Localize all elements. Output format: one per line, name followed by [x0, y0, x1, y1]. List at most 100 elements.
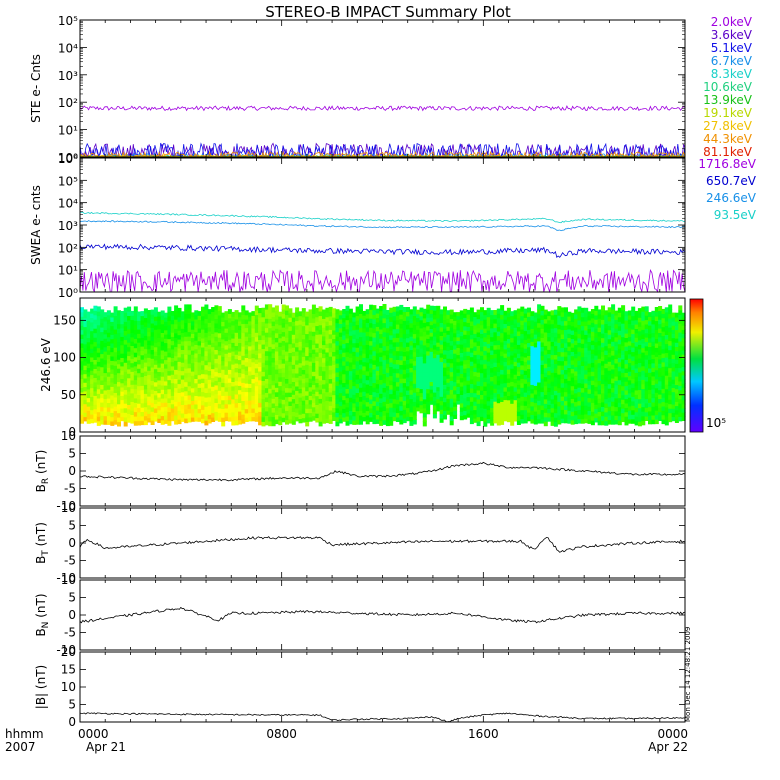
spectrogram-cell	[473, 316, 478, 322]
spectrogram-cell	[90, 326, 95, 332]
spectrogram-cell	[671, 312, 676, 318]
spectrogram-cell	[157, 405, 162, 411]
spectrogram-cell	[180, 349, 185, 355]
spectrogram-cell	[123, 325, 128, 331]
spectrogram-cell	[194, 374, 199, 379]
spectrogram-cell	[80, 311, 84, 317]
spectrogram-cell	[133, 343, 138, 349]
spectrogram-cell	[359, 414, 363, 421]
spectrogram-cell	[248, 387, 253, 393]
spectrogram-cell	[345, 402, 350, 408]
spectrogram-cell	[281, 358, 286, 364]
spectrogram-cell	[278, 311, 283, 317]
spectrogram-cell	[224, 336, 229, 342]
spectrogram-cell	[174, 328, 179, 334]
spectrogram-cell	[227, 356, 232, 362]
spectrogram-cell	[446, 338, 451, 343]
spectrogram-cell	[332, 347, 337, 352]
spectrogram-cell	[379, 328, 384, 335]
spectrogram-cell	[288, 418, 293, 424]
spectrogram-cell	[342, 313, 347, 319]
spectrogram-cell	[637, 412, 642, 418]
spectrogram-cell	[463, 355, 468, 361]
spectrogram-cell	[614, 362, 619, 368]
spectrogram-cell	[197, 387, 202, 393]
spectrogram-cell	[221, 330, 226, 335]
spectrogram-cell	[170, 374, 175, 379]
spectrogram-cell	[298, 324, 303, 329]
spectrogram-cell	[473, 375, 478, 381]
spectrogram-cell	[432, 344, 437, 350]
spectrogram-cell	[540, 323, 545, 329]
spectrogram-cell	[557, 410, 562, 416]
spectrogram-cell	[550, 332, 555, 338]
spectrogram-cell	[130, 328, 135, 333]
y-tick-label: 10⁵	[58, 174, 78, 188]
spectrogram-cell	[322, 327, 326, 332]
spectrogram-cell	[258, 366, 263, 372]
spectrogram-cell	[352, 329, 357, 335]
spectrogram-cell	[164, 372, 168, 378]
spectrogram-cell	[261, 312, 266, 318]
spectrogram-cell	[113, 315, 118, 321]
spectrogram-cell	[106, 398, 111, 403]
spectrogram-cell	[137, 407, 142, 413]
spectrogram-cell	[143, 357, 148, 363]
spectrogram-cell	[177, 370, 182, 376]
spectrogram-cell	[308, 339, 313, 345]
spectrogram-cell	[224, 416, 229, 422]
spectrogram-cell	[681, 399, 686, 405]
spectrogram-cell	[227, 382, 232, 388]
spectrogram-cell	[594, 381, 599, 387]
spectrogram-cell	[251, 403, 256, 409]
spectrogram-cell	[110, 330, 115, 335]
spectrogram-cell	[268, 369, 273, 375]
spectrogram-cell	[211, 337, 216, 343]
spectrogram-cell	[308, 313, 313, 319]
spectrogram-cell	[486, 400, 491, 406]
spectrogram-cell	[510, 368, 515, 374]
spectrogram-cell	[234, 349, 239, 355]
spectrogram-cell	[291, 394, 296, 400]
spectrogram-cell	[453, 344, 458, 350]
spectrogram-cell	[466, 408, 471, 414]
spectrogram-cell	[342, 326, 347, 332]
spectrogram-cell	[113, 342, 118, 348]
spectrogram-cell	[577, 391, 582, 397]
spectrogram-cell	[513, 365, 518, 371]
spectrogram-cell	[180, 340, 185, 346]
spectrogram-cell	[395, 337, 400, 343]
spectrogram-cell	[167, 334, 172, 340]
spectrogram-cell	[624, 381, 629, 387]
spectrogram-cell	[466, 404, 471, 410]
spectrogram-cell	[311, 309, 316, 314]
spectrogram-cell	[614, 402, 619, 408]
spectrogram-cell	[480, 350, 484, 356]
spectrogram-cell	[261, 316, 266, 322]
spectrogram-cell	[621, 363, 626, 369]
spectrogram-cell	[238, 325, 242, 331]
spectrogram-cell	[607, 343, 612, 349]
spectrogram-cell	[574, 401, 579, 407]
spectrogram-cell	[197, 404, 202, 410]
spectrogram-cell	[584, 413, 589, 419]
spectrogram-cell	[426, 363, 431, 369]
spectrogram-cell	[513, 335, 518, 341]
spectrogram-cell	[574, 326, 579, 332]
spectrogram-cell	[459, 335, 464, 341]
spectrogram-cell	[443, 384, 447, 390]
spectrogram-cell	[429, 332, 434, 337]
spectrogram-cell	[261, 375, 266, 381]
spectrogram-cell	[157, 388, 162, 394]
spectrogram-cell	[295, 320, 300, 326]
spectrogram-cell	[167, 411, 172, 417]
spectrogram-cell	[153, 329, 158, 335]
spectrogram-cell	[305, 368, 310, 374]
spectrogram-cell	[469, 307, 474, 313]
spectrogram-cell	[533, 325, 538, 331]
spectrogram-cell	[570, 330, 575, 335]
spectrogram-cell	[291, 411, 296, 417]
spectrogram-cell	[500, 314, 505, 320]
spectrogram-cell	[500, 369, 505, 375]
spectrogram-cell	[369, 309, 374, 315]
